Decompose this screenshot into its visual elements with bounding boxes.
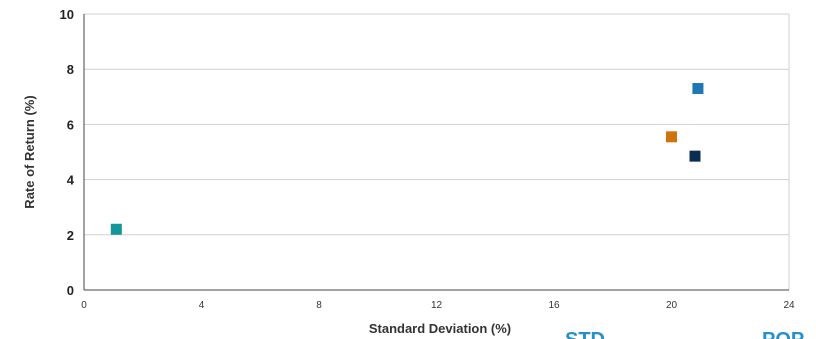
y-axis-label: Rate of Return (%) <box>22 95 37 208</box>
x-tick-label: 20 <box>666 300 678 311</box>
x-axis-label: Standard Deviation (%) <box>369 321 511 336</box>
y-tick-label: 10 <box>60 7 74 22</box>
gridlines <box>84 13 790 290</box>
x-tick-label: 16 <box>548 300 560 311</box>
y-tick-label: 2 <box>67 228 74 243</box>
y-tick-label: 6 <box>67 117 74 132</box>
clipped-label-std: STD <box>565 329 605 339</box>
scatter-point <box>110 223 122 235</box>
x-tick-label: 8 <box>316 300 322 311</box>
data-points <box>110 83 704 235</box>
scatter-point <box>666 131 677 143</box>
x-tick-label: 12 <box>431 300 443 311</box>
y-tick-label: 4 <box>67 173 75 188</box>
x-tick-label: 4 <box>199 300 205 311</box>
axes <box>83 14 789 291</box>
x-tick-label: 24 <box>783 300 795 311</box>
y-tick-label: 0 <box>67 283 74 298</box>
scatter-point <box>692 83 704 95</box>
scatter-point <box>689 150 701 162</box>
clipped-label-pop: POP <box>762 329 804 339</box>
y-tick-label: 8 <box>67 62 74 77</box>
x-tick-label: 0 <box>81 300 87 311</box>
